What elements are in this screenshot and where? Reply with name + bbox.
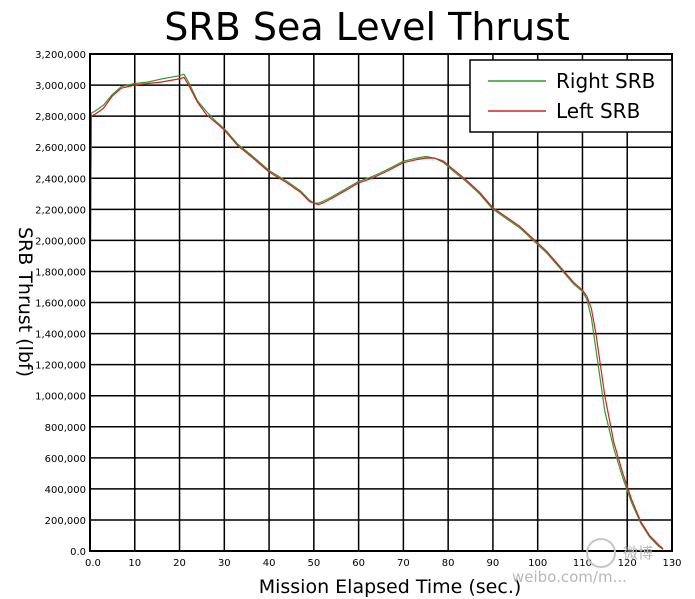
watermark-line1: 微博	[623, 544, 653, 562]
y-tick-label: 2,400,000	[35, 174, 86, 185]
y-tick-label: 1,400,000	[35, 330, 86, 341]
x-axis-label: Mission Elapsed Time (sec.)	[259, 576, 522, 598]
x-tick-label: 100	[528, 558, 547, 569]
x-tick-label: 0.0	[85, 558, 101, 569]
x-tick-label: 50	[307, 558, 320, 569]
y-tick-label: 400,000	[45, 485, 86, 496]
y-tick-label: 600,000	[45, 454, 86, 465]
series-lines	[89, 73, 664, 550]
y-tick-label: 3,000,000	[35, 81, 86, 92]
x-tick-label: 110	[573, 558, 592, 569]
weibo-logo-icon	[586, 538, 616, 568]
watermark-line2: weibo.com/m...	[512, 568, 627, 586]
y-axis-label: SRB Thrust (lbf)	[14, 227, 36, 377]
plot-frame	[89, 53, 673, 552]
x-tick-label: 30	[218, 558, 231, 569]
y-tick-label: 1,600,000	[35, 299, 86, 310]
watermark: 微博 weibo.com/m...	[512, 538, 653, 586]
x-tick-label: 130	[662, 558, 681, 569]
y-tick-label: 3,200,000	[35, 50, 86, 61]
y-tick-label: 1,200,000	[35, 361, 86, 372]
chart-title: SRB Sea Level Thrust	[164, 5, 570, 49]
y-tick-label: 800,000	[45, 423, 86, 434]
x-tick-label: 80	[442, 558, 455, 569]
x-tick-label: 120	[618, 558, 637, 569]
y-tick-label: 2,200,000	[35, 205, 86, 216]
legend-box	[469, 59, 673, 133]
x-tick-label: 20	[173, 558, 186, 569]
legend-label-left-srb: Left SRB	[556, 99, 640, 123]
y-tick-label: 0.0	[70, 547, 86, 558]
y-tick-label: 2,000,000	[35, 236, 86, 247]
series-line-left-srb	[89, 76, 664, 550]
x-tick-label: 10	[128, 558, 141, 569]
x-tick-label: 90	[487, 558, 500, 569]
y-tick-label: 1,800,000	[35, 267, 86, 278]
x-tick-label: 60	[352, 558, 365, 569]
x-tick-labels: 0.0 10 20 30 40 50 60 70 80 90 100 110 120 130	[85, 558, 682, 569]
legend: Right SRB Left SRB	[469, 59, 673, 133]
y-tick-label: 200,000	[45, 516, 86, 527]
x-tick-label: 40	[263, 558, 276, 569]
x-tick-label: 70	[397, 558, 410, 569]
series-line-right-srb	[89, 73, 664, 550]
y-tick-labels: 0.0 200,000 400,000 600,000 800,000 1,000,000…	[35, 50, 86, 558]
y-tick-label: 1,000,000	[35, 392, 86, 403]
y-tick-label: 2,800,000	[35, 112, 86, 123]
y-tick-label: 2,600,000	[35, 143, 86, 154]
legend-label-right-srb: Right SRB	[556, 69, 655, 93]
